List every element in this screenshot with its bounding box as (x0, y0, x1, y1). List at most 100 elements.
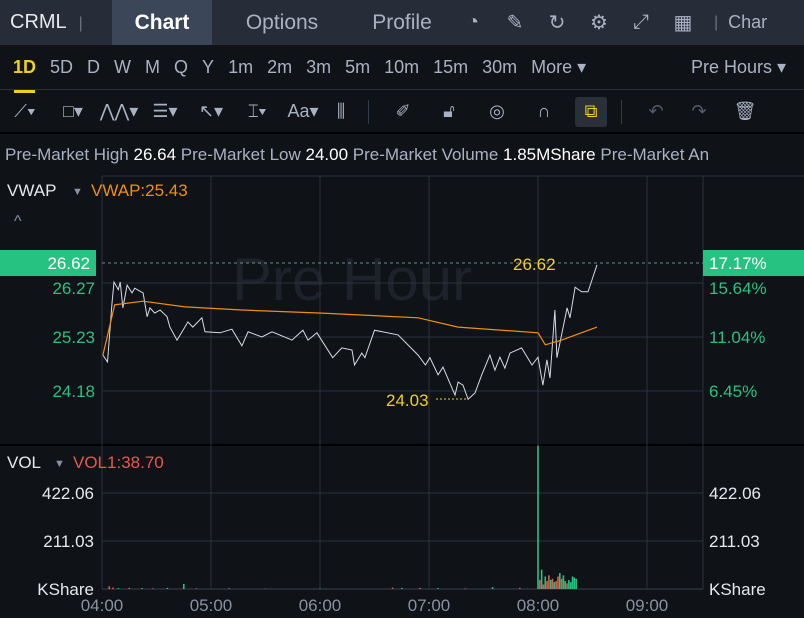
volume-bar (566, 583, 568, 589)
watermark: Pre Hour (232, 246, 472, 313)
refresh-icon[interactable]: ↻ (548, 12, 566, 34)
fib-icon[interactable]: ☰▾ (152, 101, 178, 121)
timeframe-10m[interactable]: 10m (384, 56, 420, 77)
tab-options[interactable]: Options (245, 10, 319, 34)
volume-bar (571, 576, 574, 589)
x-tick: 08:00 (517, 596, 560, 615)
timeframe-5d[interactable]: 5D (50, 56, 74, 77)
pattern-icon[interactable]: ⋀⋀▾ (99, 101, 139, 121)
timeframe-d[interactable]: D (87, 56, 101, 77)
tab-profile[interactable]: Profile (372, 10, 432, 34)
more-label: Pre-Market An (600, 145, 710, 164)
measure-icon[interactable]: ⌶▾ (247, 101, 267, 121)
volume-bar (400, 587, 403, 589)
volume-bar (166, 587, 169, 589)
current-price: 26.62 (47, 254, 90, 273)
edit-icon[interactable]: ✎ (506, 12, 524, 34)
volume-label: Pre-Market Volume (352, 145, 499, 164)
arrow-icon[interactable]: ↖▾ (198, 101, 224, 121)
divider (368, 99, 369, 124)
fullscreen-icon[interactable]: ⤢ (633, 11, 649, 33)
volume-bar (562, 575, 565, 589)
vol-tick: 422.06 (42, 484, 94, 503)
price-tick: 25.23 (52, 328, 95, 347)
volume-value: 1.85MShare (503, 145, 596, 164)
speed-gauge-icon[interactable]: ◔ (466, 11, 480, 33)
session-dropdown[interactable]: Pre Hours ▾ (690, 57, 786, 77)
volume-bar (557, 576, 559, 589)
timeframe-3m[interactable]: 3m (306, 56, 332, 77)
top-bar: CRML | Chart Options Profile ◔ ✎ ↻ ⚙ ⤢ ▦ … (0, 0, 804, 45)
pct-tick: 11.04% (709, 328, 765, 347)
volume-bar (542, 584, 545, 589)
current-price-badge (0, 250, 96, 276)
magnet-icon[interactable]: ∩ (537, 101, 551, 121)
gear-icon[interactable]: ⚙ (590, 12, 608, 34)
volume-bar (551, 578, 554, 589)
timeframe-y[interactable]: Y (202, 56, 215, 77)
timeframe-w[interactable]: W (114, 56, 132, 77)
volume-bar (539, 579, 541, 589)
vol-indicator[interactable]: VOL (7, 453, 41, 472)
price-tick: 26.27 (52, 279, 95, 298)
price-line (102, 264, 598, 401)
timeframe-1m[interactable]: 1m (228, 56, 254, 77)
eye-icon[interactable]: ◎ (489, 101, 505, 121)
low-value: 24.00 (305, 145, 349, 164)
pct-tick: 6.45% (709, 382, 757, 401)
high-marker: 26.62 (513, 255, 556, 274)
volume-bar (549, 579, 552, 589)
candles-icon[interactable]: ⫼ (336, 101, 346, 121)
low-label: Pre-Market Low (180, 145, 301, 164)
low-marker: 24.03 (386, 391, 429, 410)
undo-icon[interactable]: ↶ (648, 101, 664, 121)
chevron-down-icon[interactable]: ▼ (72, 186, 83, 198)
volume-bar (568, 579, 570, 589)
text-icon[interactable]: Aa▾ (287, 101, 319, 121)
volume-bar (548, 575, 550, 589)
vwap-value: VWAP:25.43 (91, 181, 188, 200)
timeframe-2m[interactable]: 2m (267, 56, 293, 77)
trash-icon[interactable]: 🗑︎ (733, 101, 757, 121)
chevron-down-icon[interactable]: ▼ (54, 458, 65, 470)
x-tick: 07:00 (408, 596, 451, 615)
volume-bar (575, 578, 577, 589)
x-tick: 04:00 (81, 596, 124, 615)
timeframe-m[interactable]: M (145, 56, 161, 77)
timeframe-q[interactable]: Q (174, 56, 189, 77)
volume-bar (128, 587, 131, 589)
timeframe-1d[interactable]: 1D (6, 57, 43, 93)
drawing-toolbar: ⟋▾ □▾ ⋀⋀▾ ☰▾ ↖▾ ⌶▾ Aa▾ ⫼ ✐ 🔓︎ ◎ ∩ ⧉ ↶ ↷ … (0, 91, 804, 134)
high-value: 26.64 (133, 145, 177, 164)
vwap-line (102, 300, 598, 356)
timeframe-30m[interactable]: 30m (482, 56, 518, 77)
volume-bar (464, 588, 467, 589)
timeframe-15m[interactable]: 15m (433, 56, 469, 77)
grid-layout-icon[interactable]: ▦ (673, 12, 693, 34)
volume-bar (573, 577, 576, 589)
volume-bar (491, 587, 494, 589)
pen-icon[interactable]: ✐ (395, 101, 411, 121)
volume-bar (519, 587, 521, 589)
tab-chart[interactable]: Chart (112, 0, 212, 45)
timeframe-5m[interactable]: 5m (345, 56, 371, 77)
rectangle-icon[interactable]: □▾ (63, 101, 83, 121)
collapse-icon[interactable]: ^ (14, 213, 22, 230)
volume-bar (117, 588, 120, 589)
link-icon[interactable]: ⧉ (575, 96, 607, 127)
volume-bar (182, 583, 185, 589)
price-tick: 24.18 (52, 382, 95, 401)
volume-bar (152, 588, 154, 589)
pct-tick: 15.64% (709, 279, 767, 298)
trend-line-icon[interactable]: ⟋▾ (14, 101, 36, 121)
x-tick: 09:00 (626, 596, 669, 615)
vol-unit: KShare (37, 580, 94, 599)
chart-settings-link[interactable]: Char (728, 12, 768, 32)
unlock-icon[interactable]: 🔓︎ (443, 101, 455, 121)
timeframe-more[interactable]: More ▾ (531, 56, 587, 77)
x-tick: 05:00 (190, 596, 233, 615)
vwap-indicator[interactable]: VWAP (7, 181, 56, 200)
redo-icon[interactable]: ↷ (691, 101, 707, 121)
divider: | (78, 15, 83, 32)
